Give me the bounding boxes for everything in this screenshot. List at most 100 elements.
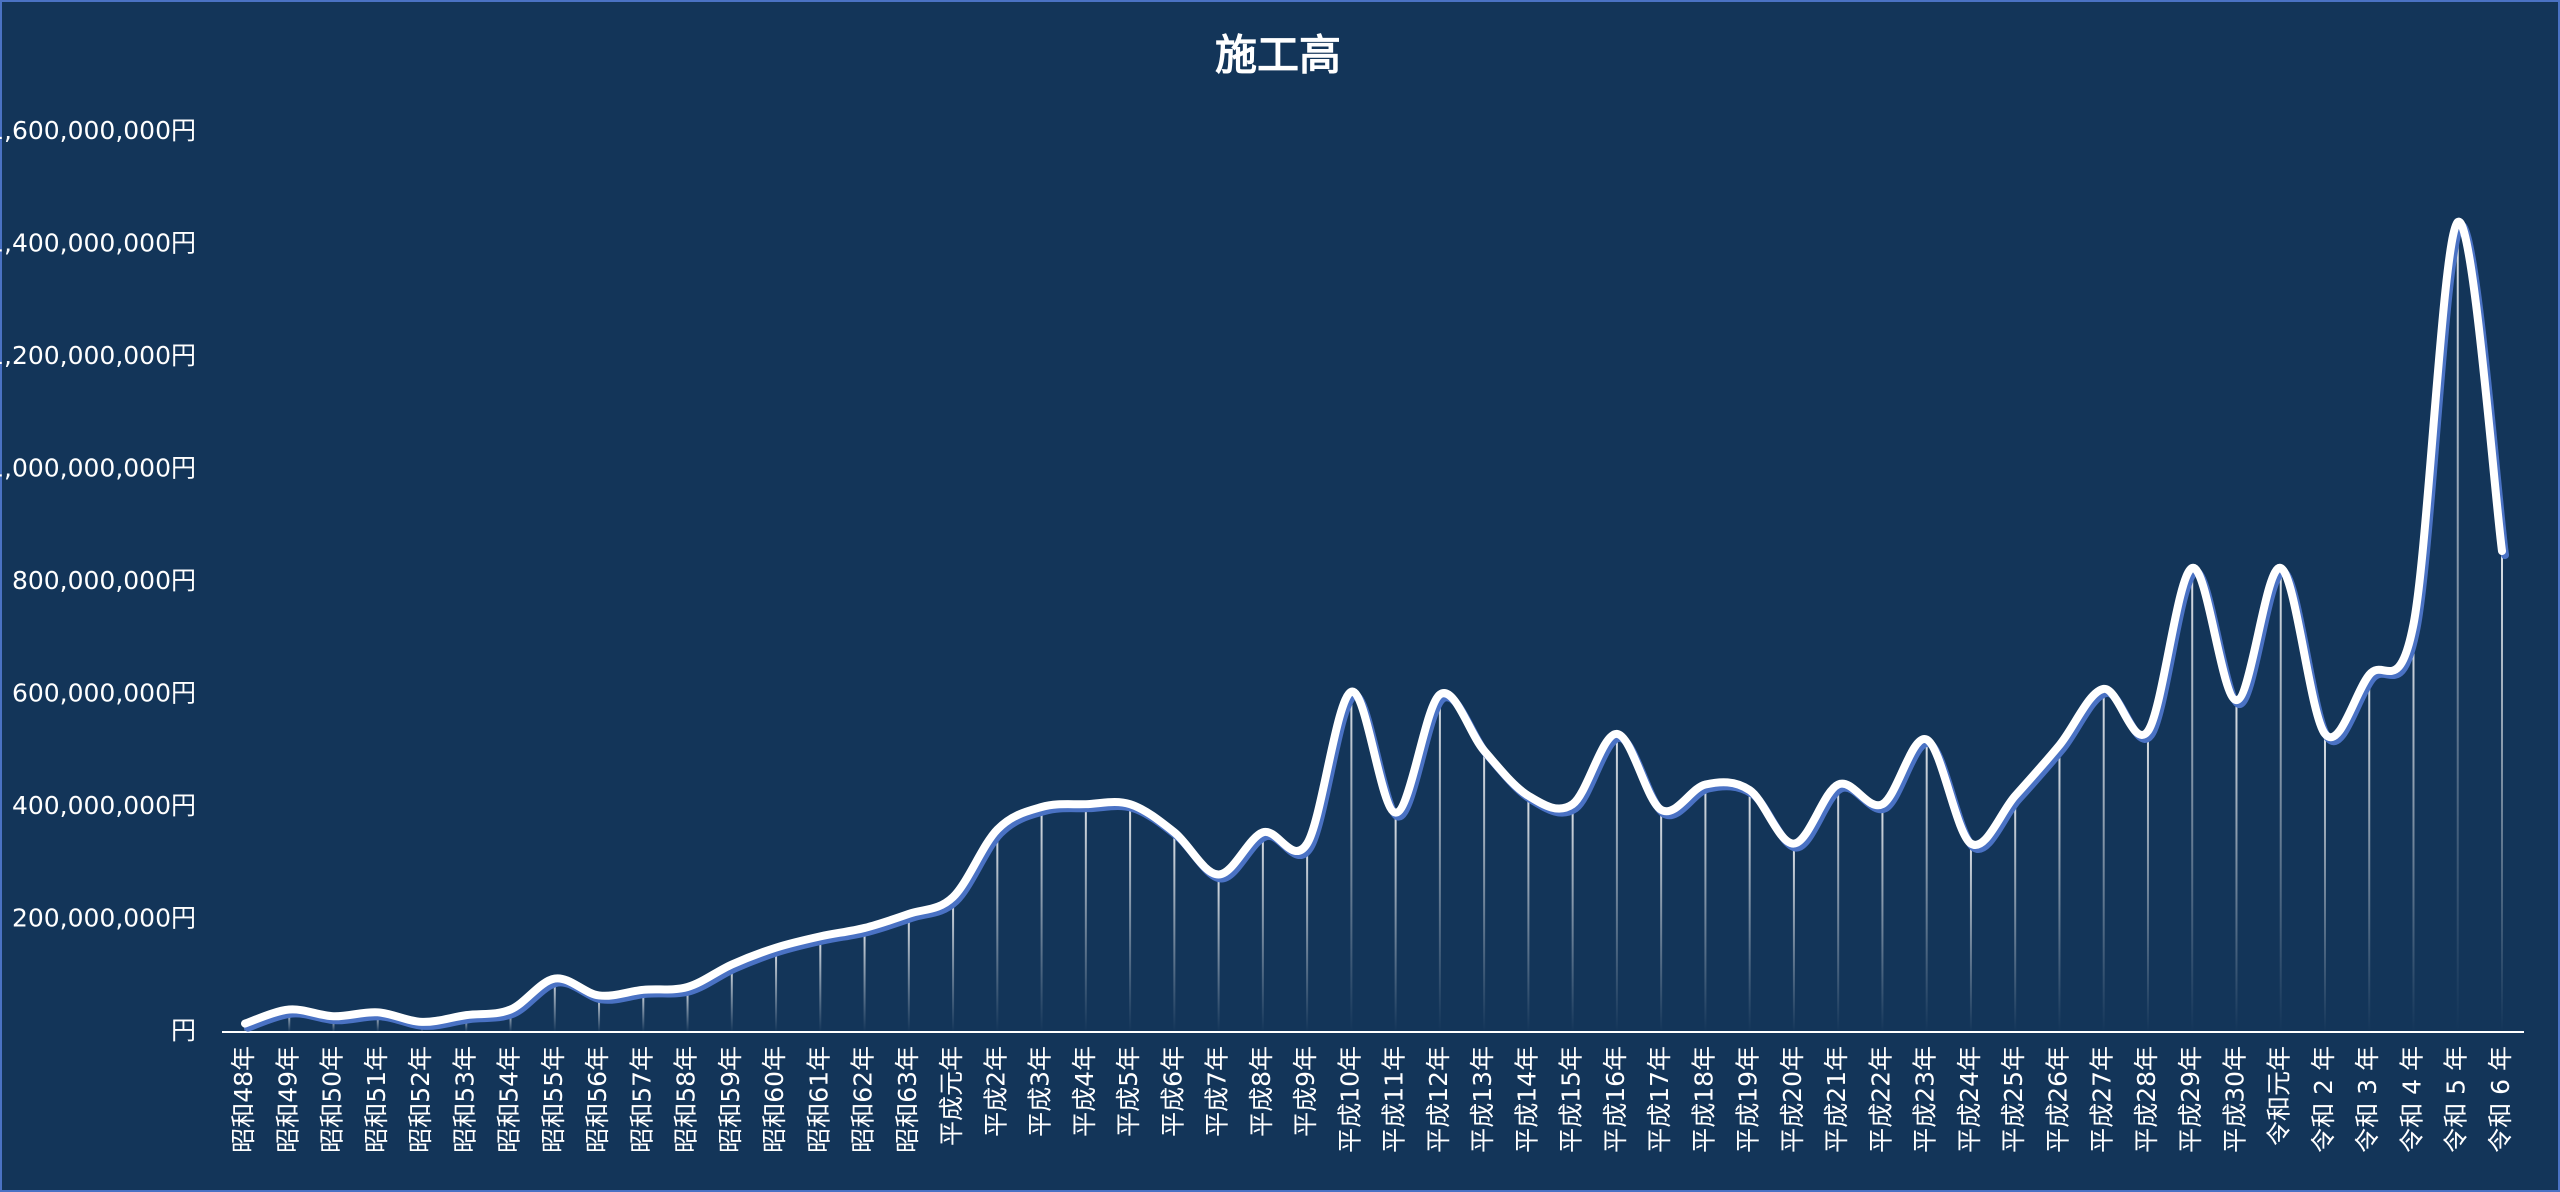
drop-line	[642, 989, 645, 1032]
drop-line	[1483, 750, 1486, 1032]
y-tick-label: 1,200,000,000円	[0, 341, 196, 370]
x-tick-label: 令和 2 年	[2309, 1046, 2338, 1153]
x-tick-label: 令和元年	[2265, 1046, 2294, 1146]
x-tick-label: 令和 4 年	[2397, 1046, 2426, 1153]
drop-line	[775, 947, 778, 1032]
drop-line	[2412, 624, 2415, 1032]
drop-line	[730, 964, 733, 1032]
x-tick-label: 令和 3 年	[2353, 1046, 2382, 1153]
x-tick-label: 令和 5 年	[2442, 1046, 2471, 1153]
drop-line	[907, 913, 910, 1032]
drop-line	[598, 995, 601, 1032]
drop-line	[288, 1009, 291, 1032]
x-tick-label: 平成17年	[1645, 1046, 1674, 1153]
x-tick-label: 昭和58年	[672, 1046, 701, 1153]
drop-line	[2191, 567, 2194, 1032]
drop-line	[863, 927, 866, 1032]
drop-line	[996, 829, 999, 1032]
x-tick-label: 平成28年	[2132, 1046, 2161, 1153]
x-tick-label: 昭和53年	[450, 1046, 479, 1153]
y-tick-label: 1,000,000,000円	[0, 454, 196, 483]
drop-line	[2456, 222, 2459, 1032]
drop-line	[1792, 843, 1795, 1032]
x-tick-label: 平成5年	[1114, 1046, 1143, 1137]
drop-line	[2146, 731, 2149, 1032]
y-tick-label: 1,600,000,000円	[0, 116, 196, 145]
drop-line	[1129, 804, 1132, 1032]
x-tick-label: 平成16年	[1601, 1046, 1630, 1153]
y-tick-label: 600,000,000円	[12, 679, 196, 708]
drop-line	[1173, 832, 1176, 1032]
chart-title: 施工高	[1215, 31, 1341, 80]
drop-line	[686, 987, 689, 1032]
drop-line	[1748, 790, 1751, 1032]
drop-line	[1925, 739, 1928, 1032]
x-tick-label: 昭和49年	[273, 1046, 302, 1153]
drop-line	[2279, 567, 2282, 1032]
x-tick-label: 平成8年	[1247, 1046, 1276, 1137]
y-tick-label: 1,400,000,000円	[0, 229, 196, 258]
drop-line	[1438, 694, 1441, 1032]
x-tick-label: 平成12年	[1424, 1046, 1453, 1153]
x-tick-label: 昭和50年	[318, 1046, 347, 1153]
x-tick-label: 平成元年	[937, 1046, 966, 1146]
drop-line	[2323, 733, 2326, 1032]
drop-line	[1040, 807, 1043, 1032]
x-tick-label: 昭和63年	[893, 1046, 922, 1153]
x-tick-label: 平成20年	[1778, 1046, 1807, 1153]
y-tick-label: 800,000,000円	[12, 566, 196, 595]
drop-line	[1217, 874, 1220, 1032]
x-tick-label: 平成4年	[1070, 1046, 1099, 1137]
drop-line	[1261, 832, 1264, 1032]
x-tick-label: 平成13年	[1468, 1046, 1497, 1153]
x-tick-label: 平成24年	[1955, 1046, 1984, 1153]
drop-line	[1660, 809, 1663, 1032]
x-tick-label: 平成29年	[2176, 1046, 2205, 1153]
x-tick-label: 平成27年	[2088, 1046, 2117, 1153]
drop-line	[819, 936, 822, 1032]
drop-line	[1881, 804, 1884, 1032]
x-tick-label: 平成25年	[1999, 1046, 2028, 1153]
drop-line	[1704, 784, 1707, 1032]
x-tick-label: 昭和52年	[406, 1046, 435, 1153]
drop-line	[2102, 688, 2105, 1032]
drop-line	[1394, 812, 1397, 1032]
drop-line	[509, 1009, 512, 1032]
x-tick-label: 平成23年	[1911, 1046, 1940, 1153]
x-tick-label: 昭和61年	[804, 1046, 833, 1153]
drop-line	[2235, 700, 2238, 1032]
x-tick-label: 平成14年	[1512, 1046, 1541, 1153]
y-tick-label: 200,000,000円	[12, 904, 196, 933]
x-tick-label: 平成18年	[1689, 1046, 1718, 1153]
drop-line	[332, 1016, 335, 1032]
x-tick-label: 平成9年	[1291, 1046, 1320, 1137]
x-tick-label: 令和 6 年	[2486, 1046, 2515, 1153]
x-tick-label: 平成6年	[1158, 1046, 1187, 1137]
drop-line	[1615, 733, 1618, 1032]
x-tick-label: 平成10年	[1335, 1046, 1364, 1153]
x-tick-label: 平成3年	[1026, 1046, 1055, 1137]
x-tick-label: 平成19年	[1734, 1046, 1763, 1153]
drop-line	[1084, 804, 1087, 1032]
x-tick-label: 昭和48年	[229, 1046, 258, 1153]
x-tick-label: 平成2年	[981, 1046, 1010, 1137]
x-tick-label: 昭和59年	[716, 1046, 745, 1153]
drop-line	[2368, 674, 2371, 1032]
y-tick-label: 円	[171, 1016, 196, 1045]
x-tick-label: 昭和57年	[627, 1046, 656, 1153]
x-tick-label: 昭和51年	[362, 1046, 391, 1153]
drop-line	[1571, 804, 1574, 1032]
x-tick-label: 昭和54年	[495, 1046, 524, 1153]
drop-line	[1969, 843, 1972, 1032]
x-tick-label: 平成7年	[1203, 1046, 1232, 1137]
x-tick-label: 昭和55年	[539, 1046, 568, 1153]
drop-line	[1527, 795, 1530, 1032]
x-tick-label: 平成26年	[2043, 1046, 2072, 1153]
drop-line	[2501, 551, 2503, 1032]
line	[241, 217, 2506, 1028]
drop-line	[1306, 843, 1309, 1032]
x-tick-label: 昭和56年	[583, 1046, 612, 1153]
x-tick-label: 平成11年	[1380, 1046, 1409, 1153]
x-tick-label: 平成30年	[2220, 1046, 2249, 1153]
